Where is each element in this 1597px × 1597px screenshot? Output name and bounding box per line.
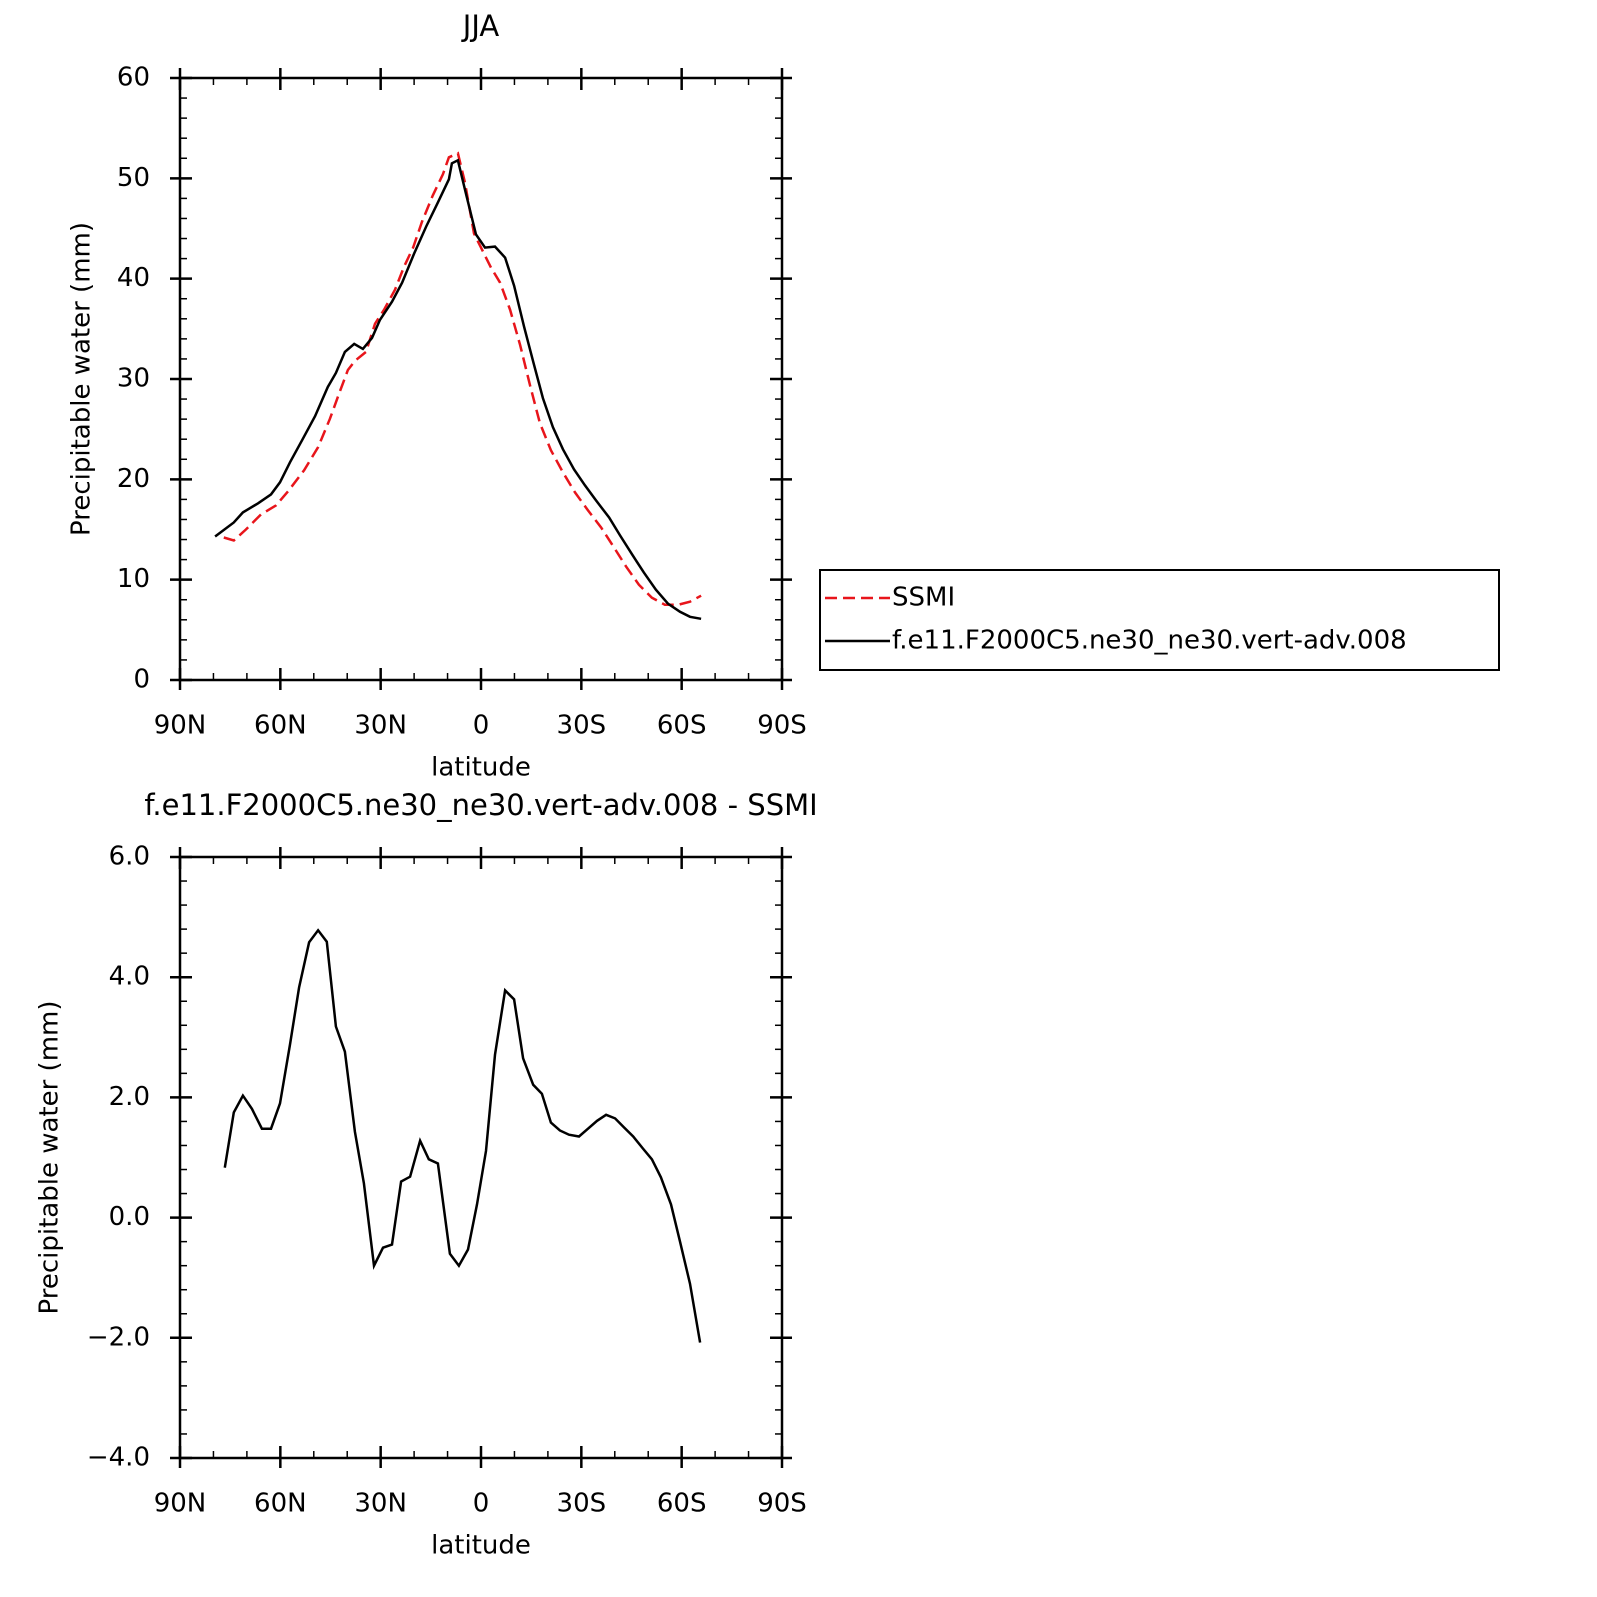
x-tick-label: 60N bbox=[254, 1489, 307, 1519]
y-tick-label: 20 bbox=[117, 464, 150, 494]
x-tick-label: 30N bbox=[354, 711, 407, 741]
y-axis-label: Precipitable water (mm) bbox=[67, 222, 97, 536]
chart-title: f.e11.F2000C5.ne30_ne30.vert-adv.008 - S… bbox=[144, 788, 817, 822]
y-tick-label: 60 bbox=[117, 63, 150, 93]
data-line bbox=[223, 151, 702, 607]
legend-label: SSMI bbox=[892, 583, 955, 613]
x-tick-label: 90S bbox=[757, 1489, 807, 1519]
x-tick-label: 60N bbox=[254, 711, 307, 741]
y-tick-label: 4.0 bbox=[109, 962, 150, 992]
y-tick-label: 30 bbox=[117, 364, 150, 394]
x-tick-label: 30S bbox=[557, 711, 607, 741]
y-tick-label: 10 bbox=[117, 564, 150, 594]
x-tick-label: 90N bbox=[154, 1489, 207, 1519]
x-tick-label: 0 bbox=[473, 1489, 490, 1519]
x-tick-label: 60S bbox=[657, 1489, 707, 1519]
y-tick-label: 0 bbox=[133, 665, 150, 695]
y-tick-label: 6.0 bbox=[109, 842, 150, 872]
y-tick-label: 50 bbox=[117, 163, 150, 193]
data-line bbox=[223, 928, 702, 1343]
x-tick-label: 30N bbox=[354, 1489, 407, 1519]
x-tick-label: 90N bbox=[154, 711, 207, 741]
x-axis-label: latitude bbox=[431, 1531, 531, 1561]
x-tick-label: 0 bbox=[473, 711, 490, 741]
plot-frame bbox=[178, 76, 784, 682]
legend-box bbox=[819, 569, 1500, 671]
y-tick-label: −2.0 bbox=[87, 1322, 150, 1352]
x-tick-label: 90S bbox=[757, 711, 807, 741]
data-line bbox=[214, 158, 702, 621]
plot-frame bbox=[178, 855, 784, 1460]
y-tick-label: 40 bbox=[117, 263, 150, 293]
y-tick-label: 2.0 bbox=[109, 1082, 150, 1112]
chart-title: JJA bbox=[461, 9, 500, 43]
y-axis-label: Precipitable water (mm) bbox=[35, 1001, 65, 1315]
x-tick-label: 30S bbox=[557, 1489, 607, 1519]
x-tick-label: 60S bbox=[657, 711, 707, 741]
y-tick-label: −4.0 bbox=[87, 1443, 150, 1473]
legend-label: f.e11.F2000C5.ne30_ne30.vert-adv.008 bbox=[892, 626, 1407, 656]
y-tick-label: 0.0 bbox=[109, 1202, 150, 1232]
x-axis-label: latitude bbox=[431, 753, 531, 783]
